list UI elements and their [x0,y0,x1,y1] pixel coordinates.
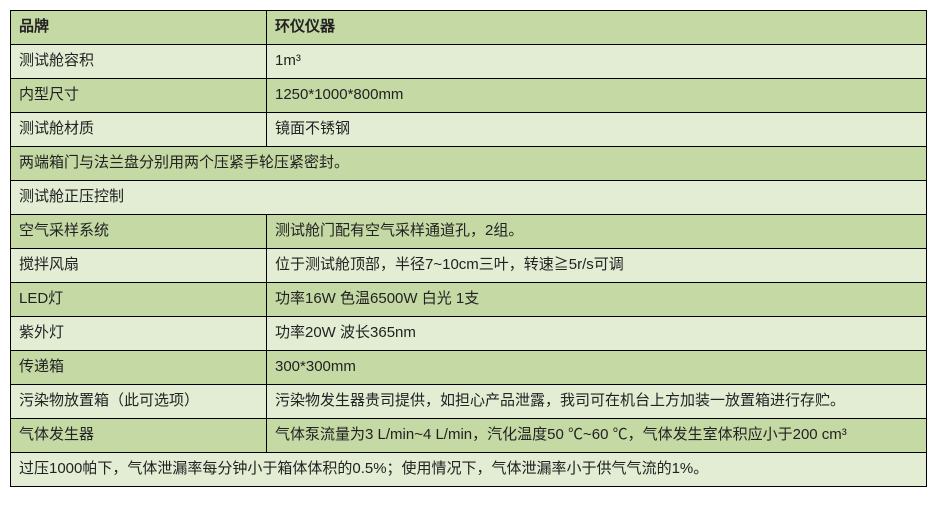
row-label: 气体发生器 [11,419,267,453]
row-value: 测试舱门配有空气采样通道孔，2组。 [267,215,927,249]
row-full-text: 测试舱正压控制 [11,181,927,215]
table-row: 搅拌风扇位于测试舱顶部，半径7~10cm三叶，转速≧5r/s可调 [11,249,927,283]
table-row: 测试舱容积1m³ [11,45,927,79]
row-label: 搅拌风扇 [11,249,267,283]
row-label: 测试舱材质 [11,113,267,147]
row-value: 污染物发生器贵司提供，如担心产品泄露，我司可在机台上方加装一放置箱进行存贮。 [267,385,927,419]
header-value: 环仪仪器 [267,11,927,45]
header-row: 品牌 环仪仪器 [11,11,927,45]
table-row: 气体发生器气体泵流量为3 L/min~4 L/min，汽化温度50 ℃~60 ℃… [11,419,927,453]
row-value: 位于测试舱顶部，半径7~10cm三叶，转速≧5r/s可调 [267,249,927,283]
row-value: 1250*1000*800mm [267,79,927,113]
header-label: 品牌 [11,11,267,45]
row-full-text: 过压1000帕下，气体泄漏率每分钟小于箱体体积的0.5%；使用情况下，气体泄漏率… [11,453,927,487]
row-label: 紫外灯 [11,317,267,351]
table-row: 内型尺寸1250*1000*800mm [11,79,927,113]
table-row: LED灯功率16W 色温6500W 白光 1支 [11,283,927,317]
table-row: 紫外灯功率20W 波长365nm [11,317,927,351]
row-label: 内型尺寸 [11,79,267,113]
table-row: 过压1000帕下，气体泄漏率每分钟小于箱体体积的0.5%；使用情况下，气体泄漏率… [11,453,927,487]
row-value: 镜面不锈钢 [267,113,927,147]
row-label: 传递箱 [11,351,267,385]
spec-table-body: 品牌 环仪仪器 测试舱容积1m³内型尺寸1250*1000*800mm测试舱材质… [11,11,927,487]
table-row: 传递箱300*300mm [11,351,927,385]
table-row: 测试舱正压控制 [11,181,927,215]
table-row: 两端箱门与法兰盘分别用两个压紧手轮压紧密封。 [11,147,927,181]
row-full-text: 两端箱门与法兰盘分别用两个压紧手轮压紧密封。 [11,147,927,181]
row-value: 功率16W 色温6500W 白光 1支 [267,283,927,317]
table-row: 污染物放置箱（此可选项）污染物发生器贵司提供，如担心产品泄露，我司可在机台上方加… [11,385,927,419]
row-value: 300*300mm [267,351,927,385]
row-label: 空气采样系统 [11,215,267,249]
row-label: LED灯 [11,283,267,317]
row-label: 污染物放置箱（此可选项） [11,385,267,419]
row-value: 功率20W 波长365nm [267,317,927,351]
row-value: 1m³ [267,45,927,79]
spec-table: 品牌 环仪仪器 测试舱容积1m³内型尺寸1250*1000*800mm测试舱材质… [10,10,927,487]
table-row: 测试舱材质镜面不锈钢 [11,113,927,147]
row-value: 气体泵流量为3 L/min~4 L/min，汽化温度50 ℃~60 ℃，气体发生… [267,419,927,453]
row-label: 测试舱容积 [11,45,267,79]
table-row: 空气采样系统测试舱门配有空气采样通道孔，2组。 [11,215,927,249]
